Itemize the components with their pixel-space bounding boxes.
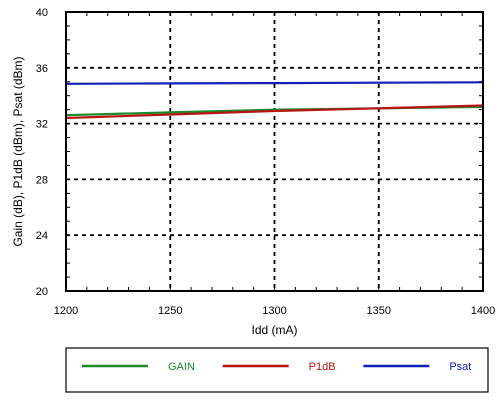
legend-label-gain: GAIN bbox=[168, 361, 195, 373]
y-tick-label: 24 bbox=[36, 230, 48, 242]
series-lines bbox=[65, 81, 484, 120]
legend-label-p1db: P1dB bbox=[309, 361, 336, 373]
legend-label-psat: Psat bbox=[449, 361, 471, 373]
x-tick-label: 1300 bbox=[262, 305, 286, 317]
x-tick-label: 1350 bbox=[367, 305, 391, 317]
y-tick-label: 36 bbox=[36, 63, 48, 75]
legend-box bbox=[65, 347, 489, 393]
y-axis-title: Gain (dB), P1dB (dBm), Psat (dBm) bbox=[11, 56, 25, 246]
y-tick-label: 20 bbox=[36, 286, 48, 298]
tick-marks bbox=[66, 12, 483, 291]
y-tick-labels: 20 24 28 32 36 40 bbox=[36, 7, 48, 298]
series-line-p1db bbox=[65, 104, 484, 120]
legend: GAIN P1dB Psat bbox=[65, 347, 489, 393]
x-tick-label: 1200 bbox=[54, 305, 78, 317]
y-tick-label: 32 bbox=[36, 119, 48, 131]
x-axis-title: Idd (mA) bbox=[251, 323, 297, 337]
x-tick-label: 1250 bbox=[158, 305, 182, 317]
x-tick-labels: 1200 1250 1300 1350 1400 bbox=[54, 305, 495, 317]
x-tick-label: 1400 bbox=[471, 305, 495, 317]
grid bbox=[66, 12, 483, 291]
y-tick-label: 28 bbox=[36, 174, 48, 186]
series-line-psat bbox=[65, 81, 484, 85]
y-tick-label: 40 bbox=[36, 7, 48, 19]
